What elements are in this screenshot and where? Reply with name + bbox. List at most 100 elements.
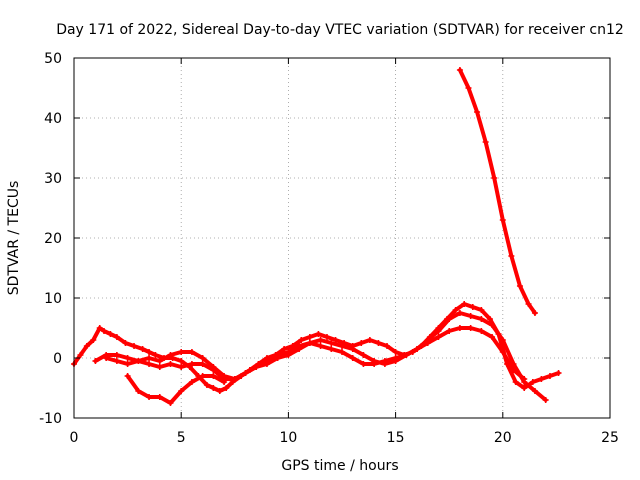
data-point	[366, 337, 373, 343]
data-point	[156, 364, 163, 370]
data-point	[375, 340, 382, 346]
data-point	[512, 379, 519, 385]
x-axis-label: GPS time / hours	[281, 458, 398, 474]
data-point	[456, 67, 463, 73]
data-point	[216, 388, 223, 394]
data-point	[371, 358, 378, 364]
data-point	[516, 283, 523, 289]
data-point	[317, 343, 324, 349]
data-point	[456, 325, 463, 331]
data-point	[306, 334, 313, 340]
data-point	[122, 340, 129, 346]
data-point	[113, 352, 120, 358]
series-arc-1	[71, 301, 562, 394]
data-point	[203, 382, 210, 388]
data-point	[521, 379, 528, 385]
data-point	[101, 328, 108, 334]
x-tick-label: 5	[177, 430, 186, 446]
data-point	[146, 361, 153, 367]
data-points	[71, 67, 562, 406]
data-point	[339, 349, 345, 355]
data-point	[178, 388, 185, 394]
data-point	[542, 397, 549, 403]
data-point	[424, 337, 431, 343]
data-point	[478, 307, 485, 313]
chart-title: Day 171 of 2022, Sidereal Day-to-day VTE…	[56, 22, 624, 38]
data-point	[113, 334, 120, 340]
data-point	[167, 352, 174, 358]
data-point	[323, 334, 330, 340]
x-tick-label: 10	[279, 430, 297, 446]
data-point	[392, 349, 399, 355]
data-point	[489, 322, 496, 328]
series-arc-5	[456, 67, 538, 316]
y-tick-label: 50	[44, 51, 62, 67]
data-point	[135, 358, 142, 364]
data-point	[555, 370, 562, 376]
data-point	[210, 385, 217, 391]
data-point	[499, 337, 506, 343]
data-point	[446, 316, 453, 322]
data-point	[486, 316, 493, 322]
data-point	[210, 364, 217, 370]
data-point	[92, 358, 99, 364]
data-point	[349, 355, 356, 361]
data-point	[469, 304, 476, 310]
data-point	[339, 343, 345, 349]
data-point	[90, 337, 97, 343]
data-point	[188, 349, 195, 355]
data-point	[489, 334, 496, 340]
data-point	[199, 361, 206, 367]
data-point	[474, 109, 481, 115]
data-point	[103, 355, 110, 361]
data-point	[113, 358, 120, 364]
data-point	[317, 337, 324, 343]
data-point	[223, 385, 230, 391]
data-point	[167, 361, 174, 367]
x-tick-label: 25	[601, 430, 619, 446]
y-tick-label: 0	[53, 351, 62, 367]
data-point	[167, 400, 174, 406]
data-point	[146, 394, 153, 400]
data-point	[510, 361, 517, 367]
series-line	[457, 68, 537, 315]
data-point	[538, 376, 545, 382]
data-point	[381, 361, 388, 367]
data-point	[178, 364, 185, 370]
y-tick-label: 30	[44, 171, 62, 187]
data-point	[403, 352, 410, 358]
data-point	[156, 394, 163, 400]
data-point	[253, 364, 260, 370]
data-point	[96, 325, 103, 331]
y-axis-label: SDTVAR / TECUs	[6, 181, 22, 296]
data-point	[231, 376, 238, 382]
series-arc-4	[124, 373, 228, 406]
data-point	[131, 343, 138, 349]
data-point	[499, 217, 506, 223]
data-point	[546, 373, 553, 379]
data-point	[332, 337, 339, 343]
y-tick-label: 10	[44, 291, 62, 307]
data-point	[478, 328, 485, 334]
axis-ticks: 0 5 10 15 20 25 -10 0 10 20 30 40 50	[39, 51, 619, 446]
series-line	[104, 311, 548, 402]
data-point	[499, 349, 506, 355]
data-point	[107, 331, 114, 337]
data-point	[281, 346, 288, 352]
data-point	[188, 379, 195, 385]
data-point	[210, 373, 217, 379]
x-tick-label: 0	[70, 430, 79, 446]
data-point	[531, 310, 538, 316]
data-point	[221, 379, 228, 385]
data-point	[446, 328, 453, 334]
data-point	[199, 355, 206, 361]
y-tick-label: 20	[44, 231, 62, 247]
data-point	[328, 346, 335, 352]
data-point	[478, 316, 485, 322]
data-point	[452, 307, 459, 313]
data-point	[298, 337, 305, 343]
data-point	[83, 343, 90, 349]
series-line	[72, 302, 561, 393]
series-arc-3	[103, 310, 549, 403]
